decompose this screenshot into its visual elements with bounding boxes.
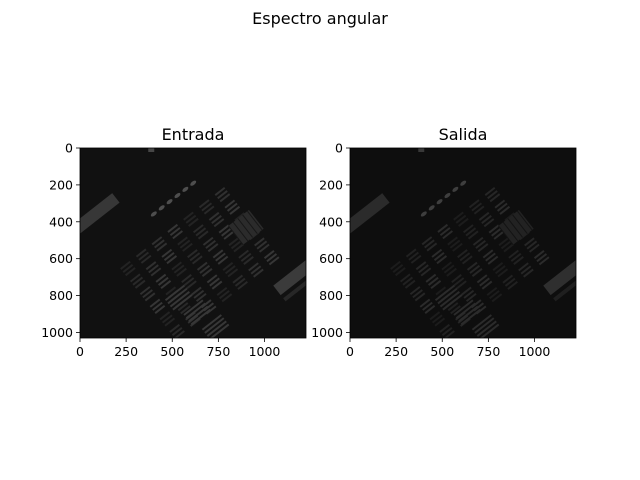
y-tick-label: 0 [65, 141, 73, 156]
panel-title-entrada: Entrada [162, 125, 225, 144]
image-entrada [79, 147, 307, 339]
y-tick-label: 400 [319, 214, 343, 229]
bright-stripe-top [80, 193, 120, 289]
y-tick-label: 800 [49, 288, 73, 303]
figure-title: Espectro angular [252, 9, 388, 28]
x-tick-label: 0 [346, 344, 354, 359]
y-tick-label: 600 [319, 251, 343, 266]
image-background [80, 148, 306, 338]
x-tick-label: 250 [114, 344, 138, 359]
y-tick-label: 1000 [311, 325, 343, 340]
test-pattern-bars [120, 180, 280, 338]
axes-frame [349, 147, 577, 339]
x-tick-label: 250 [384, 344, 408, 359]
axes-frame [79, 147, 307, 339]
x-tick-label: 500 [160, 344, 184, 359]
x-tick-label: 0 [76, 344, 84, 359]
x-tick-label: 750 [206, 344, 230, 359]
x-tick-label: 500 [430, 344, 454, 359]
y-tick-label: 0 [335, 141, 343, 156]
image-background [350, 148, 576, 338]
y-tick-label: 600 [49, 251, 73, 266]
x-tick-label: 1000 [249, 344, 281, 359]
image-salida [349, 147, 577, 339]
lower-bar-groups [164, 284, 230, 338]
grid-square-pattern [498, 209, 534, 246]
y-tick-label: 200 [319, 177, 343, 192]
lower-bar-groups [434, 284, 500, 338]
x-tick-label: 1000 [519, 344, 551, 359]
grid-square-pattern [228, 209, 264, 246]
y-tick-label: 400 [49, 214, 73, 229]
y-tick-label: 1000 [41, 325, 73, 340]
panel-title-salida: Salida [439, 125, 488, 144]
y-tick-label: 800 [319, 288, 343, 303]
y-tick-label: 200 [49, 177, 73, 192]
bright-stripe-top [350, 193, 390, 289]
x-tick-label: 750 [476, 344, 500, 359]
